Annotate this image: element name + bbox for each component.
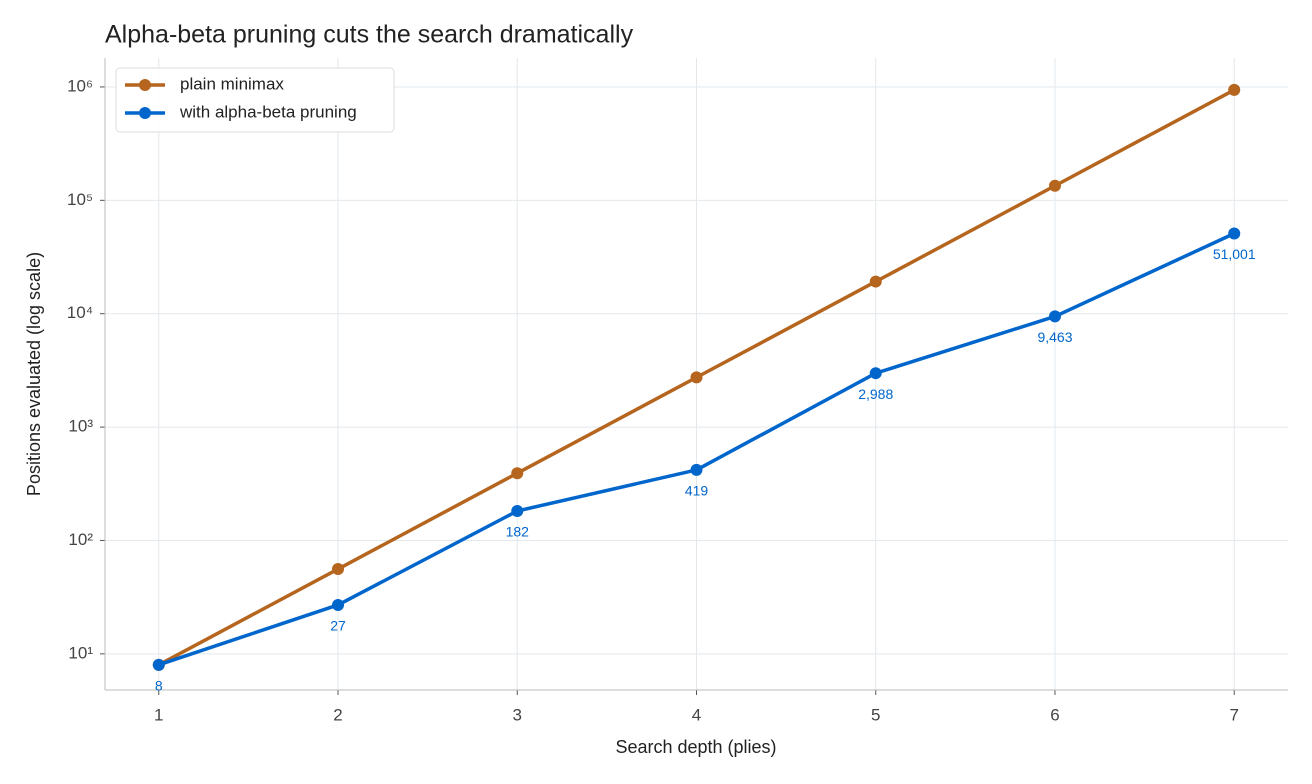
y-axis-label: Positions evaluated (log scale) bbox=[24, 252, 44, 496]
data-point bbox=[1228, 83, 1241, 96]
x-tick-label: 4 bbox=[692, 705, 701, 724]
x-tick-label: 1 bbox=[154, 705, 163, 724]
x-axis-label: Search depth (plies) bbox=[615, 737, 776, 757]
data-point bbox=[690, 371, 703, 384]
data-point bbox=[690, 463, 703, 476]
x-tick-label: 7 bbox=[1229, 705, 1238, 724]
data-point bbox=[511, 504, 524, 517]
x-tick-label: 5 bbox=[871, 705, 880, 724]
legend-box bbox=[115, 67, 395, 133]
x-tick-label: 6 bbox=[1050, 705, 1059, 724]
data-label: 51,001 bbox=[1213, 246, 1256, 262]
data-point bbox=[511, 467, 524, 480]
y-tick-label: 10² bbox=[68, 530, 93, 549]
legend-label: with alpha-beta pruning bbox=[179, 102, 357, 121]
data-point bbox=[1048, 179, 1061, 192]
data-point bbox=[152, 658, 165, 671]
data-label: 9,463 bbox=[1037, 329, 1072, 345]
x-tick-label: 3 bbox=[513, 705, 522, 724]
data-point bbox=[332, 598, 345, 611]
y-tick-label: 10⁴ bbox=[67, 303, 93, 322]
data-point bbox=[869, 367, 882, 380]
chart-title: Alpha-beta pruning cuts the search drama… bbox=[105, 21, 634, 49]
data-label: 27 bbox=[330, 618, 346, 634]
data-point bbox=[869, 275, 882, 288]
legend-marker bbox=[139, 79, 151, 91]
y-tick-label: 10⁶ bbox=[67, 76, 93, 95]
data-label: 182 bbox=[506, 524, 530, 540]
x-tick-label: 2 bbox=[333, 705, 342, 724]
data-label: 8 bbox=[155, 678, 163, 694]
data-label: 2,988 bbox=[858, 386, 893, 402]
data-point bbox=[1048, 310, 1061, 323]
data-point bbox=[1228, 227, 1241, 240]
y-tick-label: 10¹ bbox=[68, 643, 93, 662]
data-label: 419 bbox=[685, 483, 709, 499]
y-tick-label: 10⁵ bbox=[67, 190, 93, 209]
legend-label: plain minimax bbox=[180, 74, 284, 93]
data-point bbox=[332, 563, 345, 576]
legend: plain minimax with alpha-beta pruning bbox=[115, 67, 395, 133]
legend-marker bbox=[139, 107, 151, 119]
y-tick-label: 10³ bbox=[68, 417, 93, 436]
